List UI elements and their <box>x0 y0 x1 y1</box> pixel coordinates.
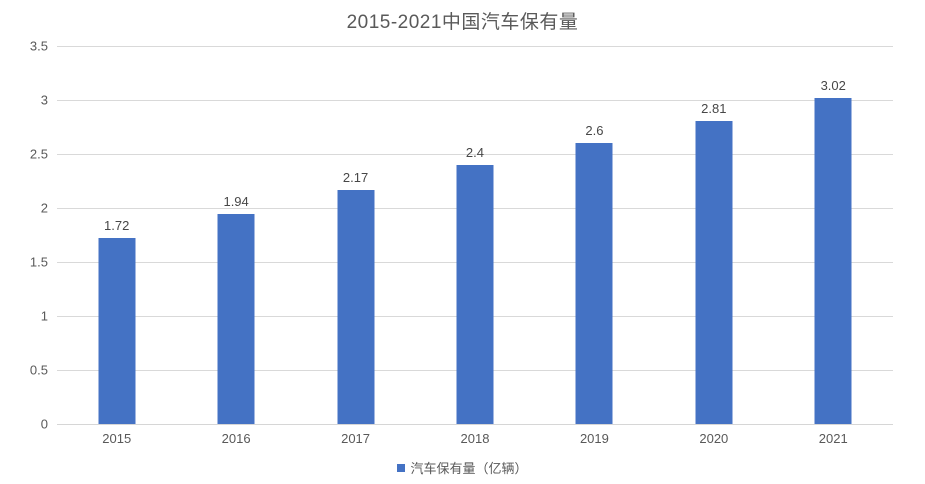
x-axis: 2015 2016 2017 2018 2019 2020 2021 <box>57 431 893 446</box>
gridline <box>57 100 893 101</box>
y-tick-label: 1 <box>40 308 48 324</box>
y-tick-label: 0.5 <box>29 362 48 378</box>
bar-2020 <box>695 120 733 424</box>
bar-value-label: 2.17 <box>342 169 369 185</box>
bar-value-label: 2.6 <box>585 123 604 139</box>
bar-2016 <box>217 214 255 424</box>
bar-value-label: 1.94 <box>223 194 249 210</box>
bar-value-label: 3.02 <box>820 77 846 93</box>
bar-slot: 2.17 <box>296 46 415 424</box>
y-tick-label: 1.5 <box>29 254 48 270</box>
x-tick-label: 2021 <box>818 431 848 446</box>
bar-value-label: 2.4 <box>465 144 485 160</box>
y-tick-label: 3 <box>40 92 48 108</box>
y-tick-label: 2.5 <box>29 146 48 162</box>
plot-area: 1.72 1.94 2.17 2.4 2.6 2.81 3.02 <box>57 46 893 425</box>
chart-title: 2015-2021中国汽车保有量 <box>346 12 579 33</box>
legend: 汽车保有量（亿辆） <box>0 458 925 477</box>
y-tick-label: 3.5 <box>29 38 48 54</box>
y-axis: 0 0.5 1 1.5 2 2.5 3 3.5 <box>0 39 48 432</box>
bar-slot: 3.02 <box>774 46 893 424</box>
bar-2021 <box>814 97 852 424</box>
x-tick-label: 2017 <box>341 431 371 446</box>
y-tick-label: 0 <box>40 416 48 432</box>
x-tick-label: 2020 <box>699 431 729 446</box>
bar-slot: 2.81 <box>654 46 773 424</box>
legend-swatch <box>397 463 406 472</box>
x-tick-label: 2018 <box>460 431 490 446</box>
x-tick-label: 2015 <box>102 431 132 446</box>
bars: 1.72 1.94 2.17 2.4 2.6 2.81 3.02 <box>57 46 893 424</box>
bar-slot: 2.4 <box>415 46 534 424</box>
bar-2017 <box>337 189 375 424</box>
legend-label: 汽车保有量（亿辆） <box>410 461 528 476</box>
gridline <box>57 46 893 47</box>
bar-slot: 2.6 <box>535 46 654 424</box>
x-tick-label: 2016 <box>221 431 251 446</box>
x-tick-label: 2019 <box>579 431 609 446</box>
bar-2019 <box>575 143 613 424</box>
bar-slot: 1.72 <box>57 46 176 424</box>
bar-2018 <box>456 164 494 424</box>
bar-2015 <box>98 238 136 424</box>
bar-value-label: 1.72 <box>104 218 130 234</box>
gridline <box>57 154 893 155</box>
bar-slot: 1.94 <box>176 46 295 424</box>
bar-value-label: 2.81 <box>701 100 727 116</box>
y-tick-label: 2 <box>40 200 48 216</box>
